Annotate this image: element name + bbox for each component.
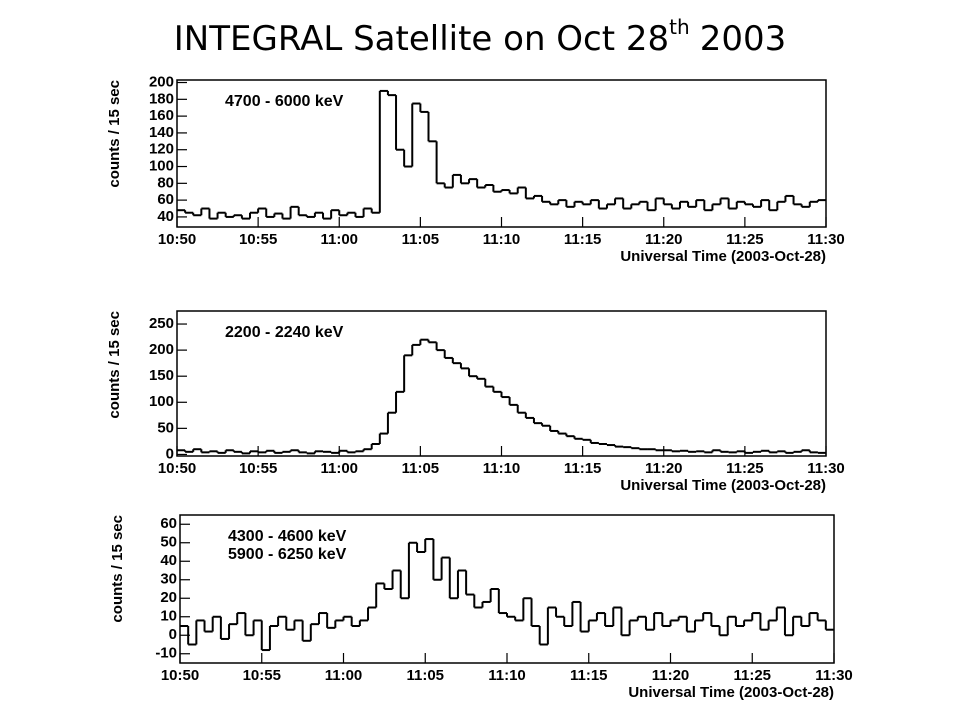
y-tick-label: 150 (149, 367, 174, 384)
x-axis-title: Universal Time (2003-Oct-28) (620, 248, 826, 265)
y-tick-label: 200 (149, 73, 174, 90)
x-tick-label: 11:05 (402, 460, 440, 477)
x-tick-label: 11:10 (488, 667, 526, 684)
y-tick-label: 160 (149, 107, 174, 124)
x-tick-label: 11:30 (815, 667, 853, 684)
energy-label: 4700 - 6000 keV (225, 93, 344, 110)
x-tick-label: 11:25 (726, 231, 764, 248)
y-tick-label: 100 (149, 157, 174, 174)
y-tick-label: 60 (157, 191, 174, 208)
x-tick-label: 11:30 (807, 460, 845, 477)
y-tick-label: 50 (160, 534, 177, 551)
x-tick-label: 11:20 (645, 460, 683, 477)
x-tick-label: 11:15 (564, 460, 602, 477)
energy-label: 4300 - 4600 keV (228, 528, 347, 545)
y-tick-label: 120 (149, 141, 174, 158)
x-tick-label: 11:00 (320, 231, 358, 248)
y-tick-label: -10 (155, 645, 177, 662)
y-tick-label: 30 (160, 571, 177, 588)
page-title: INTEGRAL Satellite on Oct 28th 2003 (174, 15, 786, 59)
y-axis-title: counts / 15 sec (109, 515, 126, 623)
y-tick-label: 0 (166, 445, 174, 462)
energy-label: 2200 - 2240 keV (225, 324, 344, 341)
x-tick-label: 10:50 (158, 460, 196, 477)
x-tick-label: 11:05 (402, 231, 440, 248)
x-tick-label: 11:20 (652, 667, 690, 684)
x-axis-title: Universal Time (2003-Oct-28) (628, 684, 834, 701)
x-tick-label: 11:10 (483, 231, 521, 248)
y-tick-label: 20 (160, 589, 177, 606)
y-axis-title: counts / 15 sec (106, 311, 123, 419)
title-sup: th (669, 15, 690, 39)
y-tick-label: 50 (157, 419, 174, 436)
x-tick-label: 11:10 (483, 460, 521, 477)
energy-label: 5900 - 6250 keV (228, 546, 347, 563)
x-tick-label: 10:50 (158, 231, 196, 248)
x-tick-label: 11:20 (645, 231, 683, 248)
x-tick-label: 10:55 (239, 231, 277, 248)
x-tick-label: 11:15 (564, 231, 602, 248)
y-tick-label: 180 (149, 90, 174, 107)
x-tick-label: 10:55 (243, 667, 281, 684)
y-tick-label: 40 (160, 552, 177, 569)
y-tick-label: 250 (149, 315, 174, 332)
x-tick-label: 11:00 (325, 667, 363, 684)
x-tick-label: 10:55 (239, 460, 277, 477)
x-tick-label: 10:50 (161, 667, 199, 684)
x-tick-label: 11:30 (807, 231, 845, 248)
y-tick-label: 0 (169, 626, 177, 643)
y-axis-title: counts / 15 sec (106, 80, 123, 188)
y-tick-label: 60 (160, 515, 177, 532)
x-axis-title: Universal Time (2003-Oct-28) (620, 477, 826, 494)
x-tick-label: 11:05 (406, 667, 444, 684)
y-tick-label: 80 (157, 174, 174, 191)
y-tick-label: 40 (157, 208, 174, 225)
y-tick-label: 100 (149, 393, 174, 410)
x-tick-label: 11:25 (726, 460, 764, 477)
y-tick-label: 140 (149, 124, 174, 141)
y-tick-label: 200 (149, 341, 174, 358)
y-tick-label: 10 (160, 608, 177, 625)
x-tick-label: 11:15 (570, 667, 608, 684)
title-text: INTEGRAL Satellite on Oct 28 (174, 19, 669, 59)
x-tick-label: 11:00 (320, 460, 358, 477)
x-tick-label: 11:25 (733, 667, 771, 684)
title-after: 2003 (700, 19, 787, 59)
